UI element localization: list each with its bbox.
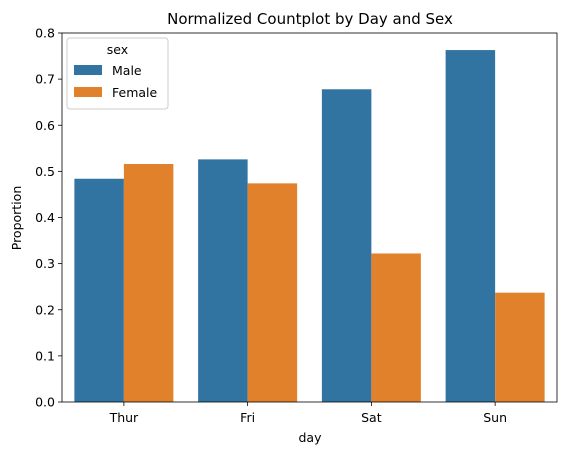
plot-frame [61, 32, 558, 403]
bars-group [74, 50, 545, 403]
y-tick-label: 0.5 [35, 164, 55, 179]
y-axis-label: Proportion [9, 186, 24, 251]
y-tick-label: 0.3 [35, 256, 55, 271]
y-tick-label: 0.2 [35, 302, 55, 317]
y-tick-label: 0.7 [35, 72, 55, 87]
y-tick-label: 0.8 [35, 26, 55, 41]
legend-label-female: Female [112, 85, 158, 100]
x-axis-ticks: Thur Fri Sat Sun [109, 402, 507, 425]
legend-label-male: Male [112, 63, 142, 78]
y-tick-label: 0.6 [35, 118, 55, 133]
x-tick-label: Sat [361, 410, 382, 425]
x-tick-label: Thur [109, 410, 139, 425]
y-tick-label: 0.1 [35, 348, 55, 363]
bar-female-thur [123, 163, 174, 402]
bar-male-sun [445, 50, 496, 402]
x-tick-label: Fri [240, 410, 255, 425]
bar-male-fri [198, 159, 248, 402]
legend-swatch-male [74, 65, 102, 75]
x-axis-label: day [299, 430, 323, 445]
x-tick-label: Sun [483, 410, 507, 425]
y-axis-ticks: 0.0 0.1 0.2 0.3 0.4 0.5 0.6 0.7 0.8 [35, 26, 62, 410]
legend: sex Male Female [66, 37, 169, 110]
bar-male-sat [321, 89, 372, 403]
y-tick-label: 0.4 [35, 210, 55, 225]
bar-male-thur [74, 178, 124, 402]
chart-title: Normalized Countplot by Day and Sex [167, 10, 453, 28]
y-tick-label: 0.0 [35, 395, 55, 410]
bar-female-fri [247, 183, 298, 402]
legend-title: sex [107, 42, 128, 57]
legend-swatch-female [74, 87, 102, 97]
bar-female-sat [371, 253, 421, 402]
bar-female-sun [495, 292, 545, 402]
